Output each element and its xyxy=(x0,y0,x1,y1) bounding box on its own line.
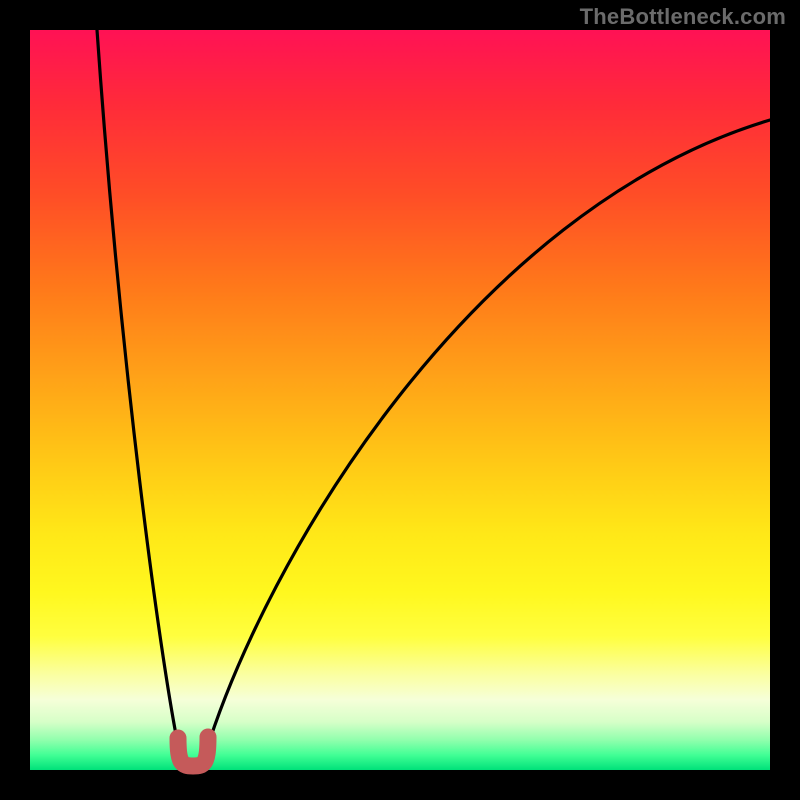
trough-marker xyxy=(178,737,208,766)
curve-right xyxy=(205,120,770,755)
curve-left xyxy=(97,30,180,755)
bottleneck-chart: TheBottleneck.com xyxy=(0,0,800,800)
curve-overlay xyxy=(0,0,800,800)
